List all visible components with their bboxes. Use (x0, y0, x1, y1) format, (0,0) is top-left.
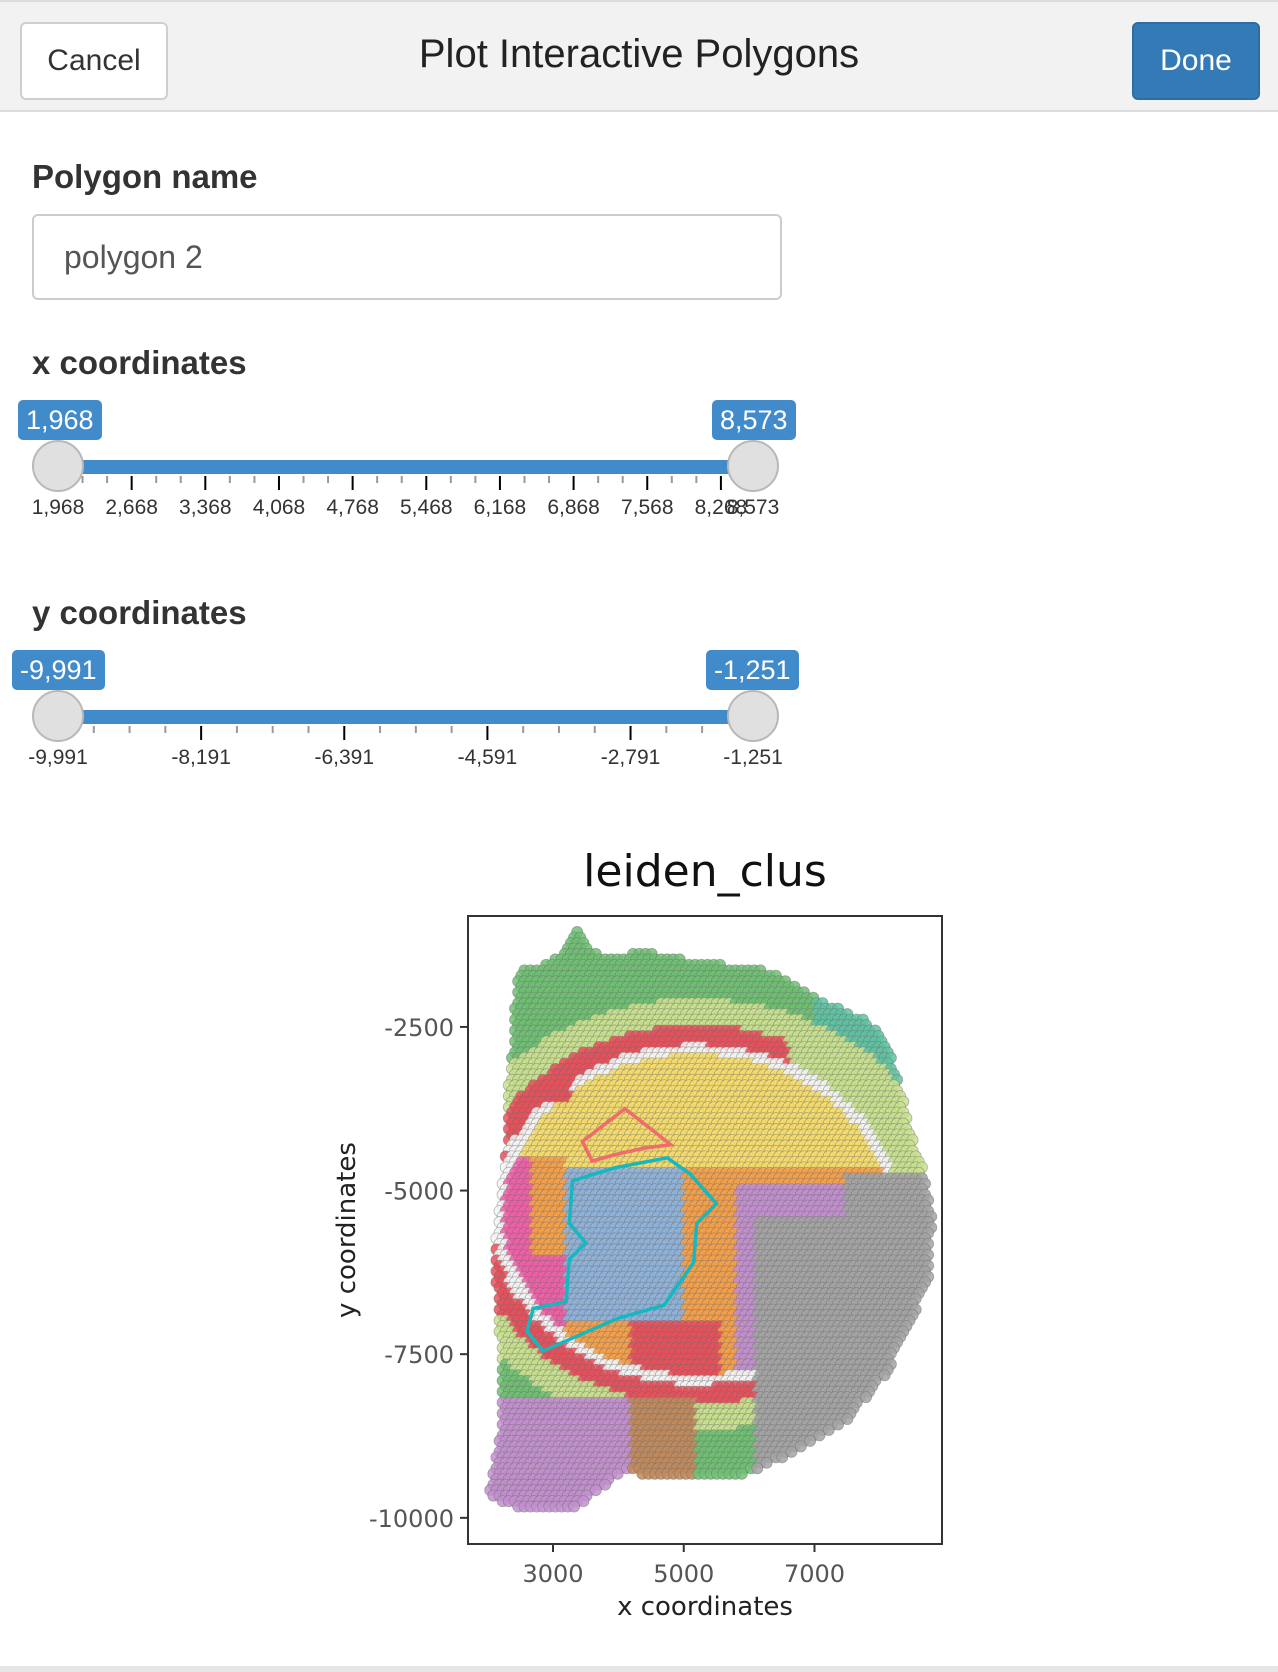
x-slider-low-handle[interactable] (32, 440, 84, 492)
y-slider-track[interactable] (60, 710, 753, 724)
x-slider-high-handle[interactable] (727, 440, 779, 492)
x-slider-track[interactable] (60, 460, 753, 474)
y-slider-high-value: -1,251 (706, 650, 799, 690)
slider-tick-label: 4,768 (326, 496, 379, 519)
slider-tick-label: 6,168 (473, 496, 527, 519)
slider-tick-label: 6,868 (547, 496, 600, 519)
x-coordinates-label: x coordinates (32, 344, 247, 381)
done-button[interactable]: Done (1132, 22, 1260, 100)
page-title: Plot Interactive Polygons (418, 32, 860, 76)
y-coordinates-label: y coordinates (32, 594, 247, 631)
y-slider-high-handle[interactable] (727, 690, 779, 742)
modal-header: Cancel Plot Interactive Polygons Done (0, 0, 1278, 112)
slider-tick-label: 8,573 (726, 496, 780, 519)
x-slider-high-value: 8,573 (712, 400, 796, 440)
cancel-button[interactable]: Cancel (20, 22, 168, 100)
slider-tick-label: 8,268 (694, 496, 748, 519)
chart-title: leiden_clus (583, 846, 827, 897)
slider-tick-label: -4,591 (457, 746, 518, 769)
y-coordinates-slider[interactable]: -9,991 -1,251 -9,991 -8,191 -6,391 -4,591 -2… (0, 650, 820, 810)
slider-tick-label: 4,068 (252, 496, 306, 519)
polygon-name-input[interactable] (32, 214, 782, 300)
x-slider-low-value: 1,968 (18, 400, 102, 440)
y-slider-low-value: -9,991 (12, 650, 105, 690)
slider-tick-label: 2,668 (105, 496, 158, 519)
slider-tick-label: 7,568 (620, 496, 674, 519)
slider-tick-label: -8,191 (171, 746, 231, 769)
x-coordinates-slider[interactable]: 1,968 8,573 1,968 2,668 3,368 4,068 4,768 5,4… (0, 400, 820, 560)
slider-tick-label: 1,968 (31, 496, 85, 519)
slider-tick-label: 5,468 (400, 496, 453, 519)
slider-tick-label: -2,791 (600, 746, 661, 769)
polygon-name-label: Polygon name (32, 158, 258, 195)
slider-tick-label: -6,391 (314, 746, 375, 769)
y-slider-low-handle[interactable] (32, 690, 84, 742)
slider-tick-label: 3,368 (179, 496, 232, 519)
slider-tick-label: -1,251 (723, 746, 783, 769)
slider-tick-label: -9,991 (28, 746, 88, 769)
